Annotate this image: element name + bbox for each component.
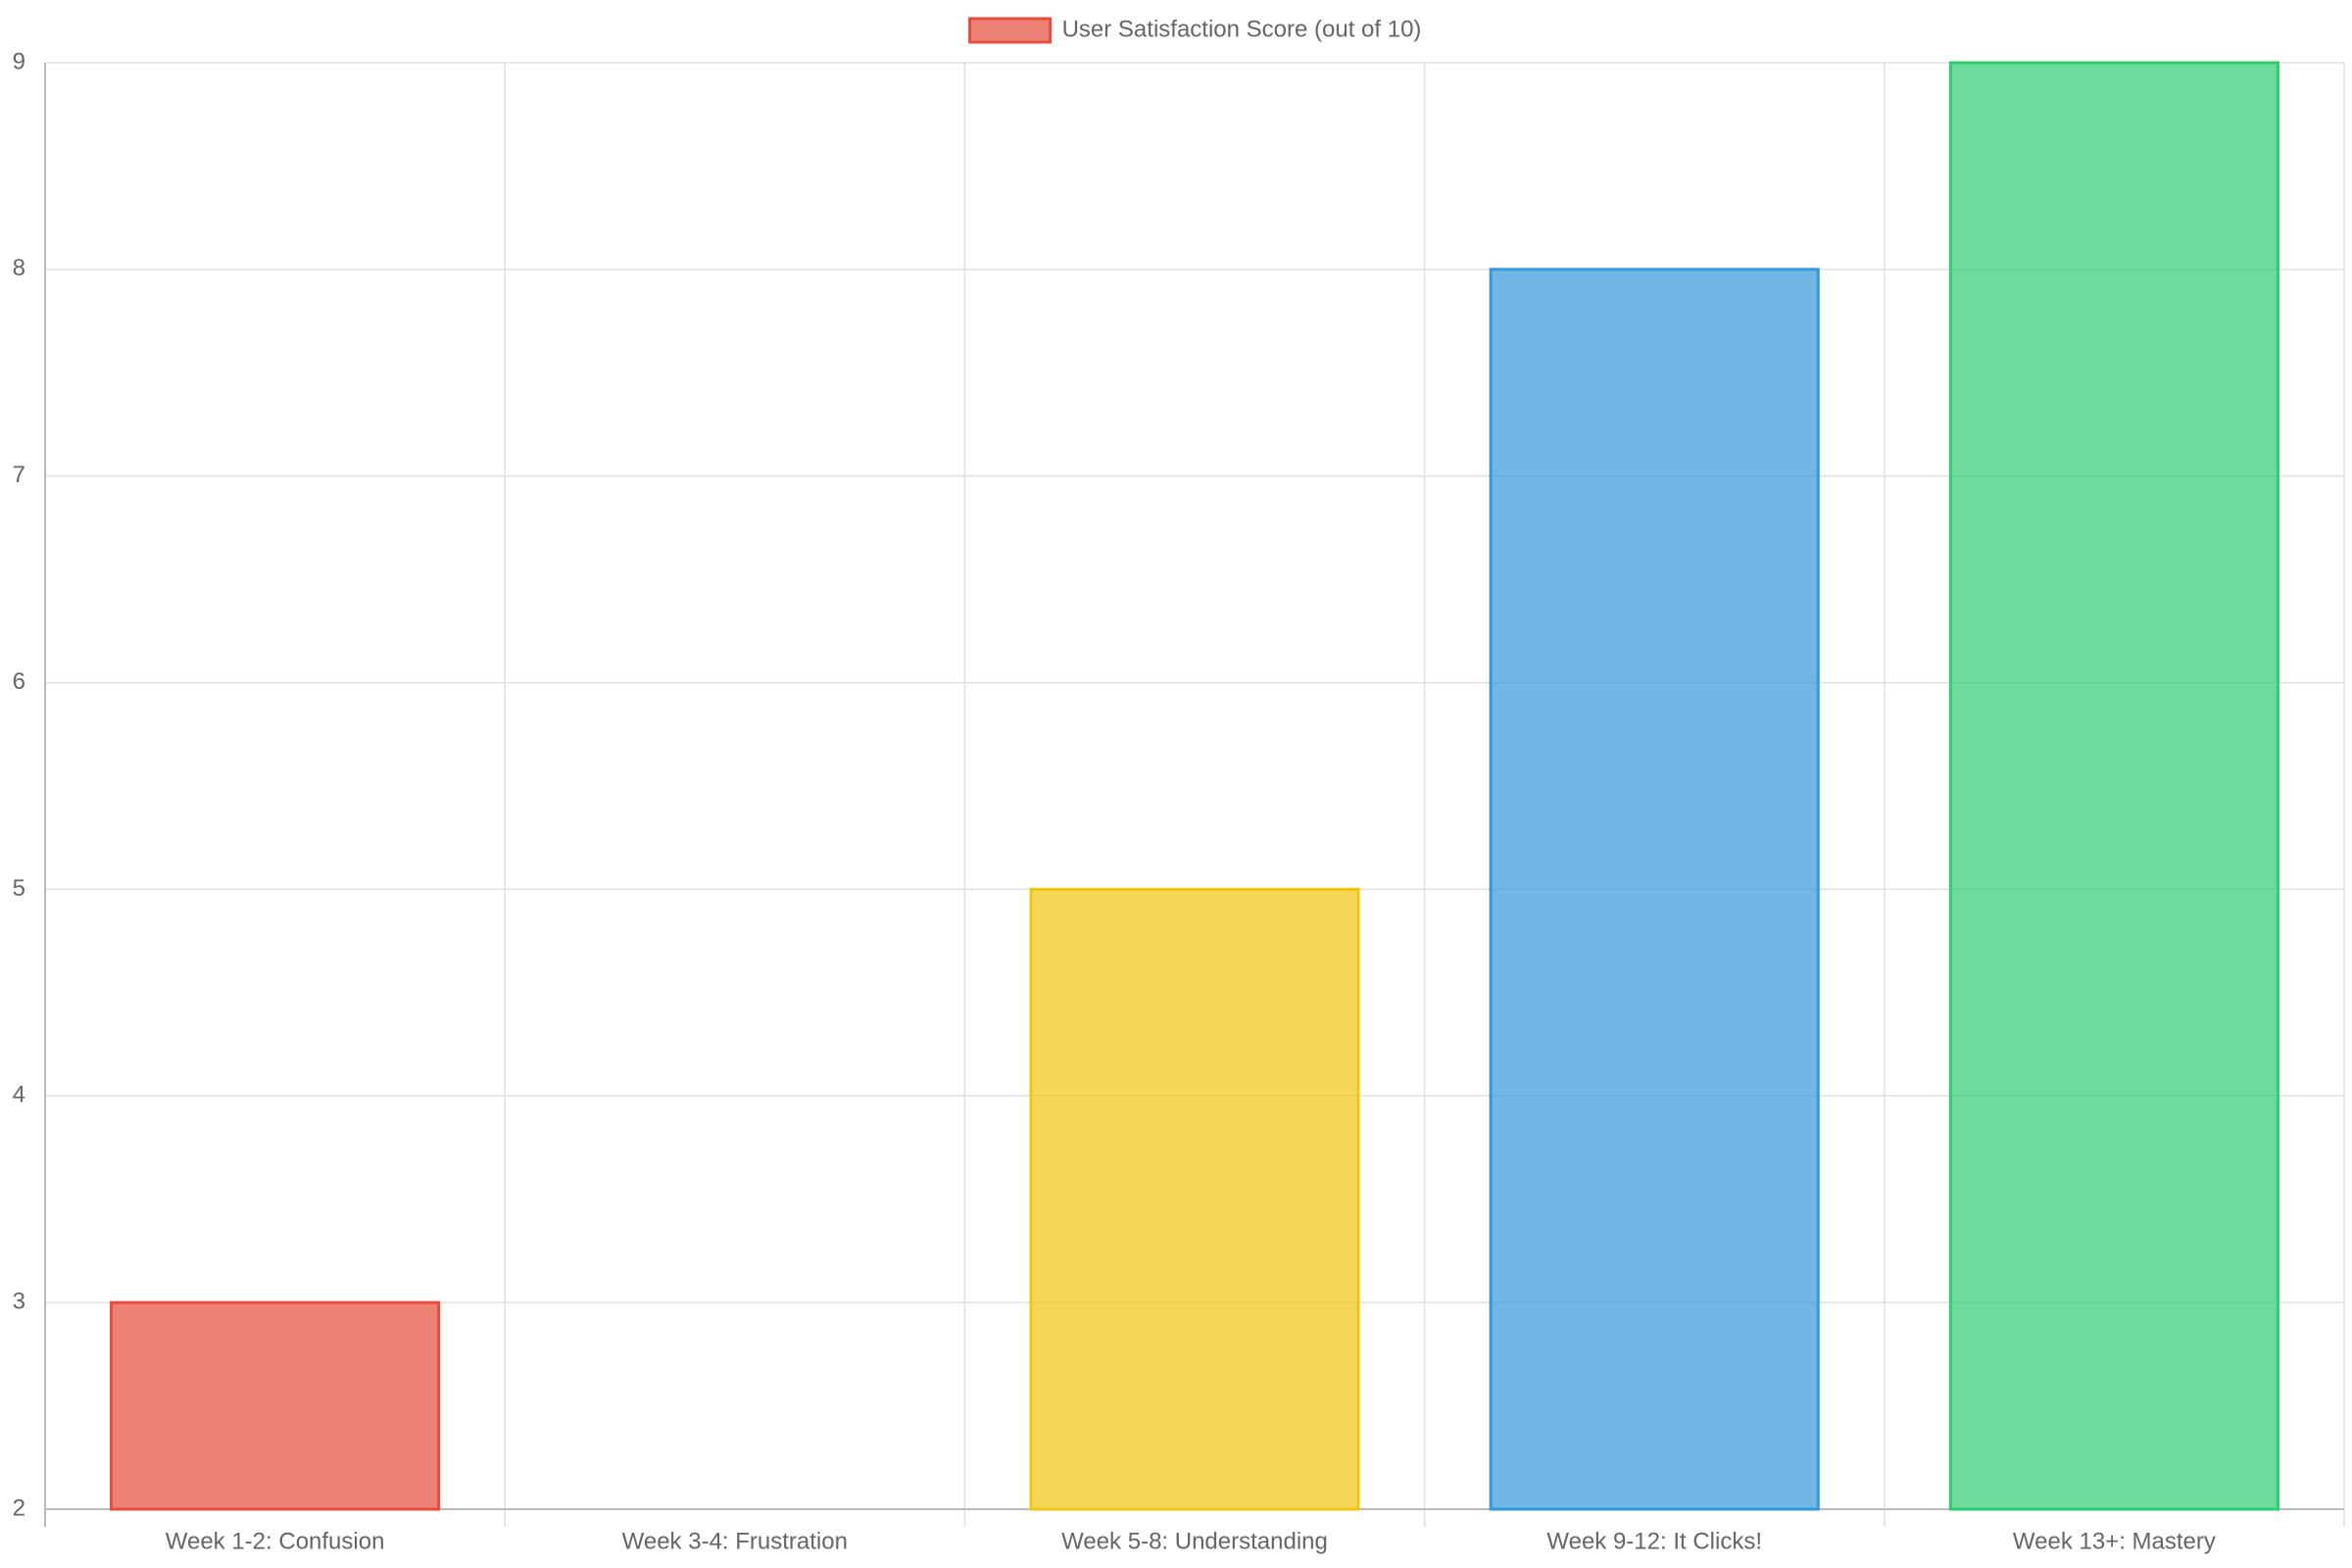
y-tick-label: 7: [13, 462, 25, 488]
bar: [1029, 887, 1360, 1511]
bar: [1948, 61, 2279, 1511]
y-tick-label: 9: [13, 48, 25, 74]
y-tick-label: 3: [13, 1288, 25, 1314]
x-tick-label: Week 3-4: Frustration: [622, 1528, 848, 1554]
x-tick-label: Week 9-12: It Clicks!: [1546, 1528, 1762, 1554]
x-tick-label: Week 13+: Mastery: [2013, 1528, 2216, 1554]
y-tick-label: 8: [13, 255, 25, 281]
x-tick-label: Week 1-2: Confusion: [166, 1528, 385, 1554]
y-tick-label: 5: [13, 875, 25, 902]
y-tick-label: 6: [13, 668, 25, 695]
legend-swatch: [968, 17, 1053, 44]
y-tick-label: 4: [13, 1082, 25, 1108]
bar: [110, 1300, 441, 1511]
y-tick-label: 2: [13, 1494, 25, 1521]
legend-label: User Satisfaction Score (out of 10): [1062, 16, 1422, 42]
x-tick-label: Week 5-8: Understanding: [1061, 1528, 1328, 1554]
bar: [1489, 268, 1820, 1511]
